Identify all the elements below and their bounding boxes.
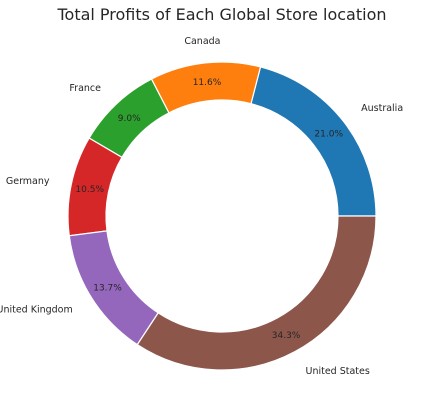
percent-label-united-kingdom: 13.7%: [93, 284, 122, 294]
slices-group: [67, 61, 377, 371]
category-label-united-states: United States: [305, 366, 369, 377]
category-label-germany: Germany: [6, 176, 50, 187]
percent-label-germany: 10.5%: [75, 185, 104, 195]
percent-label-france: 9.0%: [118, 114, 141, 124]
percent-label-australia: 21.0%: [314, 129, 343, 139]
labels-group: 21.0% Australia 11.6% Canada 9.0% France 10.5%…: [0, 36, 403, 377]
category-label-australia: Australia: [361, 103, 403, 114]
category-label-france: France: [69, 83, 101, 94]
chart-title: Total Profits of Each Global Store locat…: [56, 5, 386, 24]
category-label-canada: Canada: [184, 36, 220, 47]
category-label-united-kingdom: United Kingdom: [0, 304, 73, 315]
percent-label-united-states: 34.3%: [272, 331, 301, 341]
slice-australia: [250, 66, 377, 217]
percent-label-canada: 11.6%: [193, 78, 222, 88]
slice-united-states: [136, 215, 377, 371]
